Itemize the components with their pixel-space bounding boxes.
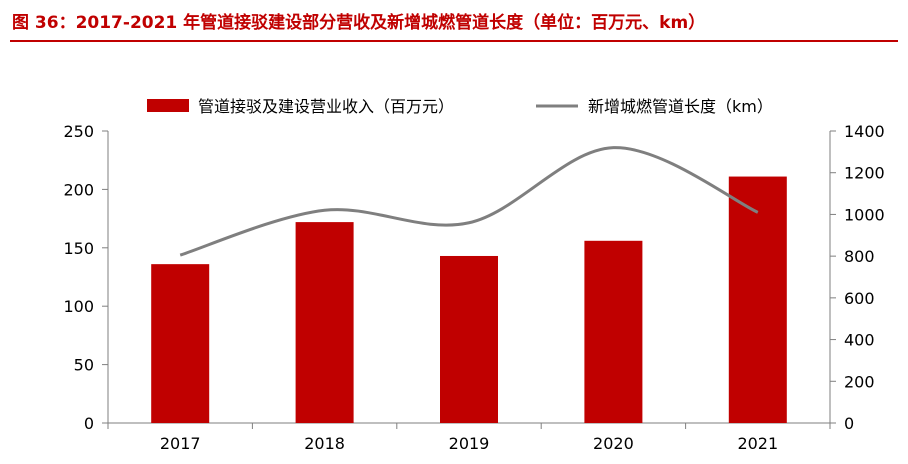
title-rule: [10, 40, 898, 42]
x-tick-label: 2019: [449, 434, 490, 453]
bar-2020: [584, 240, 643, 423]
line-series-pipeline-length: [179, 146, 759, 257]
x-tick-label: 2017: [160, 434, 201, 453]
y-right-tick-label: 1000: [844, 205, 885, 224]
legend-bar-label: 管道接驳及建设营业收入（百万元）: [198, 97, 454, 116]
x-tick-label: 2021: [737, 434, 778, 453]
y-left-tick-label: 0: [84, 414, 94, 433]
x-tick-label: 2018: [304, 434, 345, 453]
y-left-tick-label: 150: [63, 239, 94, 258]
bar-2018: [295, 222, 354, 423]
y-left-tick-label: 50: [74, 356, 94, 375]
y-left-tick-label: 250: [63, 122, 94, 141]
chart-title: 图 36：2017-2021 年管道接驳建设部分营收及新增城燃管道长度（单位：百…: [12, 13, 706, 33]
bar-2017: [151, 264, 210, 423]
y-right-tick-label: 600: [844, 289, 875, 308]
bar-2021: [728, 176, 787, 423]
y-right-tick-label: 0: [844, 414, 854, 433]
bar-2019: [440, 255, 498, 423]
y-right-tick-label: 400: [844, 331, 875, 350]
y-right-tick-label: 200: [844, 372, 875, 391]
y-left-tick-label: 200: [63, 180, 94, 199]
legend-bar-swatch: [147, 99, 189, 112]
legend-line-label: 新增城燃管道长度（km）: [588, 97, 773, 116]
y-left-tick-label: 100: [63, 297, 94, 316]
x-tick-label: 2020: [593, 434, 634, 453]
y-right-tick-label: 1400: [844, 122, 885, 141]
y-right-tick-label: 800: [844, 247, 875, 266]
y-right-tick-label: 1200: [844, 164, 885, 183]
